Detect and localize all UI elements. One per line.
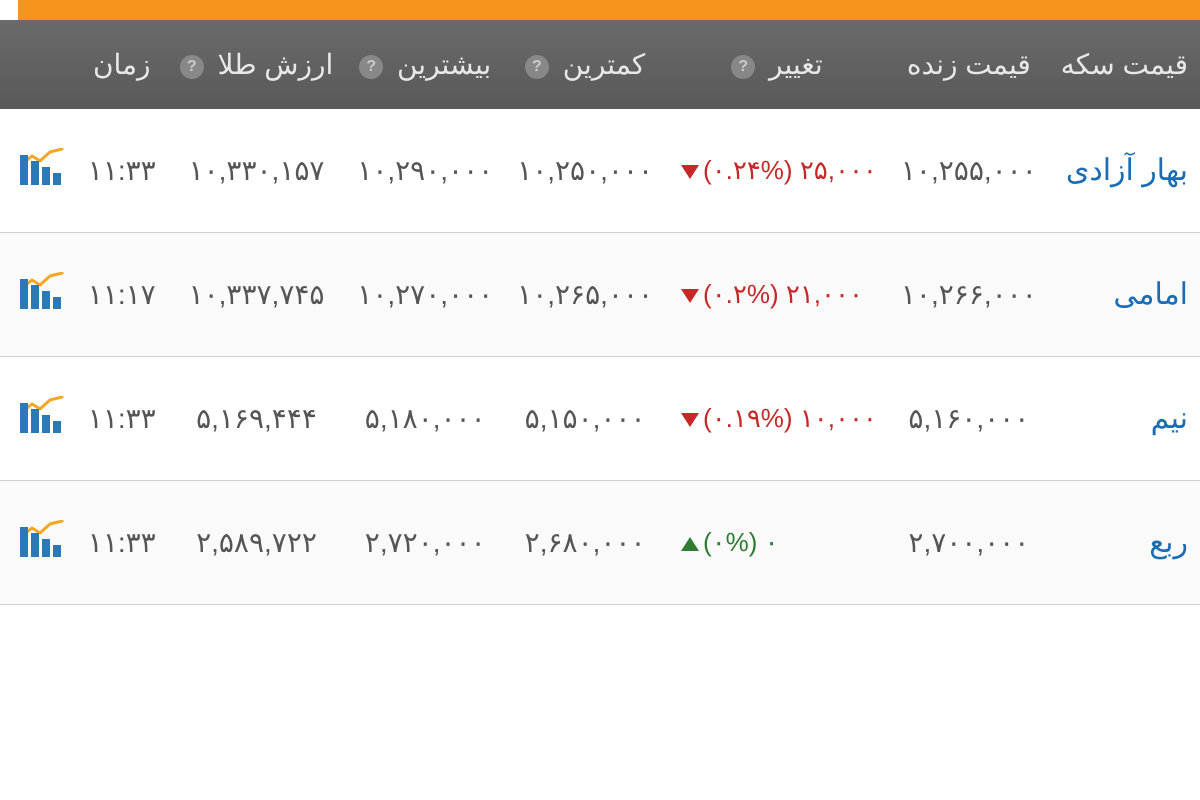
header-high: بیشترین ?: [327, 20, 487, 109]
arrow-up-icon: [663, 537, 681, 551]
high-value: ۲,۷۲۰,۰۰۰: [327, 481, 487, 605]
table-row: ربع ۲,۷۰۰,۰۰۰ (۰%) ۰ ۲,۶۸۰,۰۰۰ ۲,۷۲۰,۰۰۰…: [0, 481, 1200, 605]
live-price-value: ۲,۷۰۰,۰۰۰: [871, 481, 1031, 605]
chart-icon: [2, 521, 46, 557]
header-low: کمترین ?: [487, 20, 647, 109]
arrow-down-icon: [663, 413, 681, 427]
help-icon[interactable]: ?: [507, 55, 531, 79]
gold-value: ۱۰,۳۳۰,۱۵۷: [150, 109, 328, 233]
help-icon[interactable]: ?: [341, 55, 365, 79]
change-value: (۰.۲%) ۲۱,۰۰۰: [647, 233, 871, 357]
header-chart: [0, 20, 58, 109]
chart-link[interactable]: [0, 357, 58, 481]
coin-price-table: قیمت سکه قیمت زنده تغییر ? کمترین ? بیشت…: [0, 20, 1200, 605]
header-time: زمان: [58, 20, 150, 109]
header-coin-name: قیمت سکه: [1031, 20, 1200, 109]
table-body: بهار آزادی ۱۰,۲۵۵,۰۰۰ (۰.۲۴%) ۲۵,۰۰۰ ۱۰,…: [0, 109, 1200, 605]
header-gold-value: ارزش طلا ?: [150, 20, 328, 109]
chart-icon: [2, 149, 46, 185]
chart-link[interactable]: [0, 233, 58, 357]
change-value: (۰.۱۹%) ۱۰,۰۰۰: [647, 357, 871, 481]
price-table-container: قیمت سکه قیمت زنده تغییر ? کمترین ? بیشت…: [0, 0, 1200, 800]
live-price-value: ۱۰,۲۵۵,۰۰۰: [871, 109, 1031, 233]
time-value: ۱۱:۳۳: [58, 481, 150, 605]
coin-name-link[interactable]: امامی: [1031, 233, 1200, 357]
live-price-value: ۱۰,۲۶۶,۰۰۰: [871, 233, 1031, 357]
low-value: ۲,۶۸۰,۰۰۰: [487, 481, 647, 605]
chart-link[interactable]: [0, 109, 58, 233]
high-value: ۵,۱۸۰,۰۰۰: [327, 357, 487, 481]
low-value: ۵,۱۵۰,۰۰۰: [487, 357, 647, 481]
chart-icon: [2, 273, 46, 309]
low-value: ۱۰,۲۵۰,۰۰۰: [487, 109, 647, 233]
table-row: امامی ۱۰,۲۶۶,۰۰۰ (۰.۲%) ۲۱,۰۰۰ ۱۰,۲۶۵,۰۰…: [0, 233, 1200, 357]
high-value: ۱۰,۲۷۰,۰۰۰: [327, 233, 487, 357]
header-change: تغییر ?: [647, 20, 871, 109]
gold-value: ۱۰,۳۳۷,۷۴۵: [150, 233, 328, 357]
low-value: ۱۰,۲۶۵,۰۰۰: [487, 233, 647, 357]
coin-name-link[interactable]: ربع: [1031, 481, 1200, 605]
help-icon[interactable]: ?: [713, 55, 737, 79]
chart-icon: [2, 397, 46, 433]
arrow-down-icon: [663, 289, 681, 303]
gold-value: ۲,۵۸۹,۷۲۲: [150, 481, 328, 605]
change-value: (۰%) ۰: [647, 481, 871, 605]
time-value: ۱۱:۱۷: [58, 233, 150, 357]
coin-name-link[interactable]: بهار آزادی: [1031, 109, 1200, 233]
table-header: قیمت سکه قیمت زنده تغییر ? کمترین ? بیشت…: [0, 20, 1200, 109]
help-icon[interactable]: ?: [162, 55, 186, 79]
time-value: ۱۱:۳۳: [58, 109, 150, 233]
change-value: (۰.۲۴%) ۲۵,۰۰۰: [647, 109, 871, 233]
table-row: بهار آزادی ۱۰,۲۵۵,۰۰۰ (۰.۲۴%) ۲۵,۰۰۰ ۱۰,…: [0, 109, 1200, 233]
chart-link[interactable]: [0, 481, 58, 605]
live-price-value: ۵,۱۶۰,۰۰۰: [871, 357, 1031, 481]
time-value: ۱۱:۳۳: [58, 357, 150, 481]
top-accent-bar: [0, 0, 1200, 20]
gold-value: ۵,۱۶۹,۴۴۴: [150, 357, 328, 481]
table-row: نیم ۵,۱۶۰,۰۰۰ (۰.۱۹%) ۱۰,۰۰۰ ۵,۱۵۰,۰۰۰ ۵…: [0, 357, 1200, 481]
header-live-price: قیمت زنده: [871, 20, 1031, 109]
arrow-down-icon: [663, 165, 681, 179]
coin-name-link[interactable]: نیم: [1031, 357, 1200, 481]
high-value: ۱۰,۲۹۰,۰۰۰: [327, 109, 487, 233]
